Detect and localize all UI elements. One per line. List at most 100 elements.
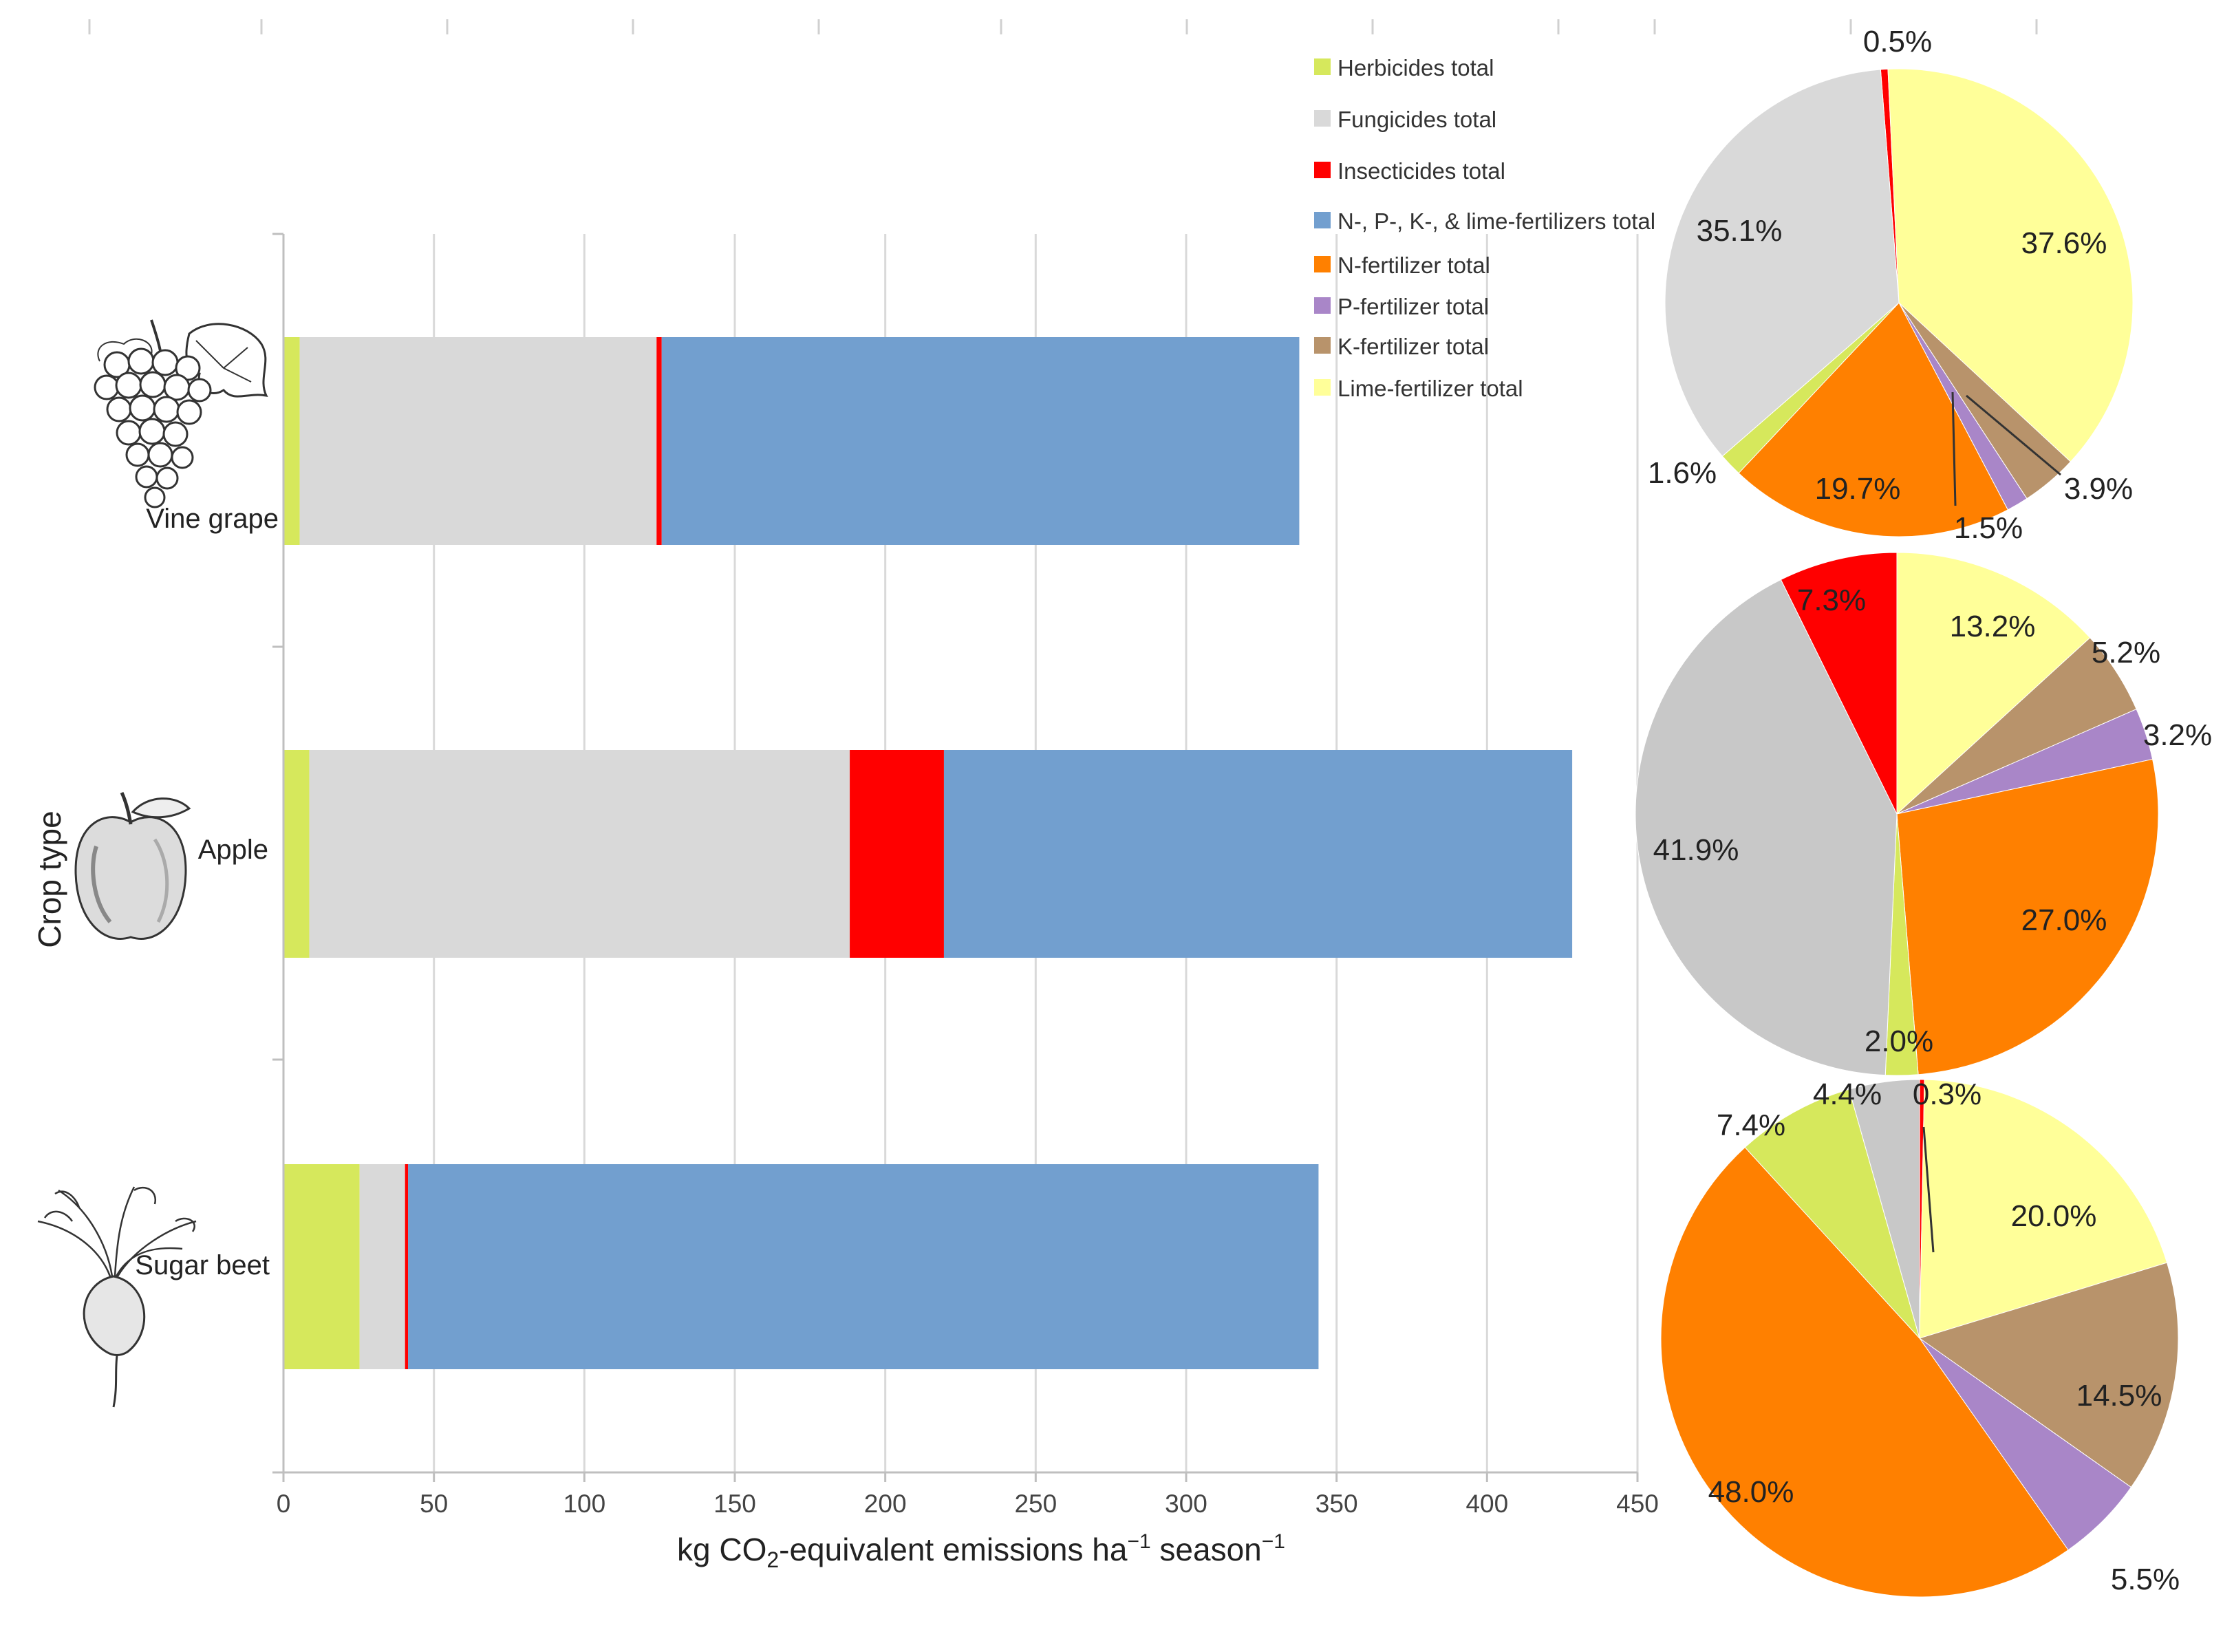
legend-swatch-5: [1314, 297, 1331, 314]
pie-label-sugar-beet-2: 14.5%: [2076, 1379, 2162, 1413]
bar-segment-vine-grape-insecticides-total: [656, 337, 662, 545]
legend-entry-3: N-, P-, K-, & lime-fertilizers total: [1314, 208, 1655, 234]
pie-slice-sugar-beet-fungicides-total: [1848, 1079, 1920, 1339]
crop-label-vine-grape: Vine grape: [146, 504, 279, 534]
crop-illustrations: [37, 319, 268, 1408]
legend-entry-0: Herbicides total: [1314, 55, 1494, 81]
bar-segment-sugar-beet-fungicides-total: [359, 1164, 405, 1369]
legend-entry-2: Insecticides total: [1314, 158, 1505, 184]
bar-axes: 0 50 100 150 200 250 300 350 400 450 kg CO2-equiva…: [32, 233, 1659, 1572]
legend-entry-6: K-fertilizer total: [1314, 334, 1489, 359]
pie-label-vine-grape-5: 1.6%: [1648, 456, 1717, 490]
pie-label-sugar-beet-3: 5.5%: [2111, 1563, 2180, 1596]
legend-swatch-0: [1314, 58, 1331, 75]
pie-label-vine-grape-2: 3.9%: [2064, 472, 2133, 506]
bar-segment-sugar-beet-herbicides-total: [283, 1164, 360, 1369]
pie-label-sugar-beet-6: 4.4%: [1813, 1077, 1882, 1111]
pie-label-apple-2: 3.2%: [2143, 718, 2212, 752]
legend-entry-4: N-fertilizer total: [1314, 253, 1490, 278]
pie-slice-apple-n-fertilizer-total: [1896, 758, 2159, 1075]
leader-line-2: [1922, 1126, 1935, 1253]
pie-slice-sugar-beet-herbicides-total: [1744, 1088, 1920, 1339]
bar-segment-apple-fungicides-total: [309, 750, 850, 958]
legend: Herbicides total Fungicides total Insectic…: [1314, 55, 1655, 401]
bar-group-apple: [283, 750, 1573, 958]
y-axis-title: Crop type: [32, 811, 67, 947]
bar-group-sugar-beet: [283, 1164, 1319, 1369]
legend-label-6: K-fertilizer total: [1338, 334, 1489, 359]
legend-entry-1: Fungicides total: [1314, 107, 1496, 132]
x-tick-label-300: 300: [1165, 1490, 1207, 1518]
crop-label-apple: Apple: [198, 835, 268, 865]
bar-segment-vine-grape-herbicides-total: [283, 337, 300, 545]
legend-swatch-4: [1314, 256, 1331, 272]
legend-swatch-1: [1314, 110, 1331, 127]
pie-slice-vine-grape-lime-fertilizer-total: [1887, 68, 2134, 462]
pie-label-sugar-beet-1: 20.0%: [2011, 1199, 2097, 1233]
pie-slice-sugar-beet-n-fertilizer-total: [1660, 1146, 2069, 1598]
pie-slice-vine-grape-fungicides-total: [1664, 69, 1900, 457]
pie-label-vine-grape-4: 19.7%: [1815, 472, 1901, 506]
legend-label-4: N-fertilizer total: [1338, 253, 1490, 278]
pie-slice-apple-insecticides-total: [1780, 552, 1898, 815]
legend-swatch-7: [1314, 379, 1331, 396]
legend-swatch-3: [1314, 212, 1331, 228]
pie-label-sugar-beet-0: 0.3%: [1913, 1077, 1981, 1111]
bar-segment-vine-grape-fungicides-total: [299, 337, 657, 545]
bar-segment-apple-herbicides-total: [283, 750, 310, 958]
pie-sugar-beet: 0.3% 20.0% 14.5% 5.5% 48.0% 7.4% 4.4%: [1660, 1077, 2180, 1598]
x-tick-label-0: 0: [277, 1490, 291, 1518]
pie-label-sugar-beet-4: 48.0%: [1708, 1475, 1794, 1509]
legend-label-5: P-fertilizer total: [1338, 294, 1489, 319]
bar-segment-sugar-beet-n-p-k-lime-fertilizers-total: [408, 1164, 1319, 1369]
pie-slice-apple-lime-fertilizer-total: [1896, 552, 2091, 815]
stacked-bars: [283, 337, 1573, 1369]
x-axis-title: kg CO2-equivalent emissions ha−1 season−…: [677, 1530, 1285, 1572]
x-tick-label-50: 50: [420, 1490, 448, 1518]
crop-labels: Vine grape Apple Sugar beet: [135, 504, 279, 1280]
x-tick-label-350: 350: [1315, 1490, 1358, 1518]
x-tick-label-450: 450: [1616, 1490, 1659, 1518]
pie-label-vine-grape-6: 35.1%: [1697, 214, 1783, 248]
pie-slice-sugar-beet-lime-fertilizer-total: [1919, 1079, 2168, 1339]
bar-segment-vine-grape-n-p-k-lime-fertilizers-total: [661, 337, 1300, 545]
x-tick-label-400: 400: [1465, 1490, 1508, 1518]
pie-label-apple-5: 41.9%: [1653, 833, 1739, 867]
pie-label-apple-6: 7.3%: [1797, 583, 1866, 617]
crop-label-sugar-beet: Sugar beet: [135, 1250, 270, 1280]
pie-vine-grape: 0.5% 37.6% 3.9% 1.5% 19.7% 1.6% 35.1%: [1648, 25, 2134, 545]
leader-line-1: [1966, 394, 2061, 476]
x-tick-label-250: 250: [1014, 1490, 1057, 1518]
pie-label-vine-grape-1: 37.6%: [2021, 226, 2107, 260]
apple-icon: [74, 791, 191, 940]
legend-label-7: Lime-fertilizer total: [1338, 376, 1523, 401]
pie-charts: 0.5% 37.6% 3.9% 1.5% 19.7% 1.6% 35.1% 13.2% 5.2%…: [1635, 25, 2212, 1598]
legend-swatch-6: [1314, 337, 1331, 354]
pie-label-apple-0: 13.2%: [1950, 610, 2036, 643]
legend-label-1: Fungicides total: [1338, 107, 1496, 132]
pie-slice-sugar-beet-p-fertilizer-total: [1919, 1338, 2132, 1551]
grape-cluster-icon: [94, 319, 268, 508]
pie-slice-vine-grape-n-fertilizer-total: [1738, 302, 2008, 537]
pie-label-sugar-beet-5: 7.4%: [1717, 1108, 1785, 1142]
bar-segment-sugar-beet-insecticides-total: [405, 1164, 409, 1369]
x-tick-label-100: 100: [563, 1490, 605, 1518]
pie-apple: 13.2% 5.2% 3.2% 27.0% 2.0% 41.9% 7.3%: [1635, 552, 2212, 1076]
top-tick-marks: [88, 19, 2038, 34]
pie-label-apple-3: 27.0%: [2021, 903, 2107, 937]
legend-label-0: Herbicides total: [1338, 55, 1494, 81]
legend-swatch-2: [1314, 162, 1331, 178]
legend-label-3: N-, P-, K-, & lime-fertilizers total: [1338, 208, 1655, 234]
legend-label-2: Insecticides total: [1338, 158, 1505, 184]
pie-label-vine-grape-3: 1.5%: [1954, 511, 2023, 545]
legend-entry-7: Lime-fertilizer total: [1314, 376, 1523, 401]
bar-segment-apple-insecticides-total: [850, 750, 944, 958]
legend-entry-5: P-fertilizer total: [1314, 294, 1489, 319]
pie-label-vine-grape-0: 0.5%: [1863, 25, 1932, 58]
pie-leader-lines: [1922, 391, 2061, 1253]
pie-slice-apple-fungicides-total: [1635, 579, 1898, 1076]
sugar-beet-icon: [37, 1186, 197, 1408]
bar-group-vine-grape: [283, 337, 1300, 545]
